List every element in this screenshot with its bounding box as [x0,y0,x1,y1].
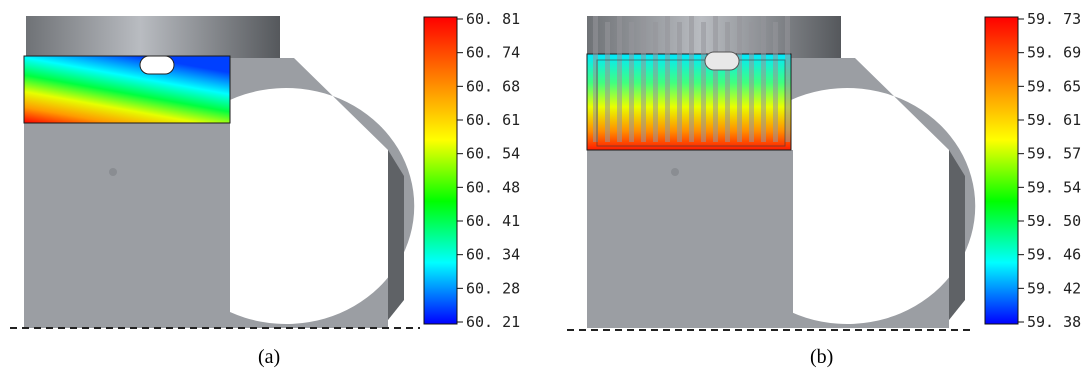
colorbar-tick-label: 59. 38 [1027,313,1081,331]
heat-source-slot [139,55,175,75]
fin [749,22,754,142]
fin [677,22,682,142]
fin [773,22,778,142]
fin [629,22,634,142]
colorbar-a [423,16,458,325]
bracket-body [791,58,976,328]
fin [701,22,706,142]
heat-block [23,55,231,124]
colorbar-tick-label: 60. 68 [466,77,520,95]
bracket-side [388,150,404,320]
thermal-diagram-a: 60. 81 60. 74 60. 68 60. 61 60. 54 60. 48 60. … [10,10,520,331]
fin [737,16,742,142]
fin [713,16,718,142]
caption-a: (a) [258,346,281,368]
lower-block [24,123,230,328]
colorbar-tick-label: 59. 65 [1027,77,1081,95]
colorbar-tick-label: 60. 28 [466,279,520,297]
colorbar-ticks-b: 59. 73 59. 69 59. 65 59. 61 59. 57 59. 54 59. … [1018,10,1081,331]
top-cylinder [26,16,280,58]
panel-b: 59. 73 59. 69 59. 65 59. 61 59. 57 59. 54 59. … [545,0,1089,380]
fin [641,16,646,142]
colorbar-tick-label: 59. 73 [1027,10,1081,28]
thermal-diagram-b: 59. 73 59. 69 59. 65 59. 61 59. 57 59. 54 59. … [567,10,1081,331]
colorbar-tick-label: 60. 41 [466,212,520,230]
colorbar-b [984,16,1019,325]
colorbar-ticks-a: 60. 81 60. 74 60. 68 60. 61 60. 54 60. 48 60. … [457,10,520,331]
colorbar-tick-label: 60. 81 [466,10,520,28]
colorbar-tick-label: 59. 42 [1027,279,1081,297]
panel-a: 60. 81 60. 74 60. 68 60. 61 60. 54 60. 48 60. … [10,10,520,368]
bracket-body [230,58,415,328]
fin [665,16,670,142]
fin-array [593,16,790,147]
heat-source-slot [704,51,740,71]
fin-base-outline [596,59,786,147]
colorbar-tick-label: 59. 54 [1027,178,1081,196]
fin [785,16,790,142]
fin [689,16,694,142]
fin [617,16,622,142]
fin [653,22,658,142]
bolt-hole [671,168,679,176]
fin [725,22,730,142]
colorbar-tick-label: 59. 50 [1027,212,1081,230]
colorbar-tick-label: 60. 48 [466,178,520,196]
bolt-hole [109,168,117,176]
colorbar-tick-label: 59. 46 [1027,246,1081,264]
colorbar-tick-label: 60. 34 [466,246,520,264]
colorbar-tick-label: 60. 54 [466,145,520,163]
colorbar-tick-label: 59. 57 [1027,145,1081,163]
fin [761,16,766,142]
colorbar-tick-label: 60. 21 [466,313,520,331]
bracket-side [949,150,965,320]
lower-block [587,150,793,328]
fin [593,16,598,142]
caption-b: (b) [810,346,834,368]
colorbar-tick-label: 59. 61 [1027,111,1081,129]
colorbar-tick-label: 60. 61 [466,111,520,129]
colorbar-tick-label: 59. 69 [1027,44,1081,62]
fin [605,22,610,142]
colorbar-tick-label: 60. 74 [466,44,520,62]
